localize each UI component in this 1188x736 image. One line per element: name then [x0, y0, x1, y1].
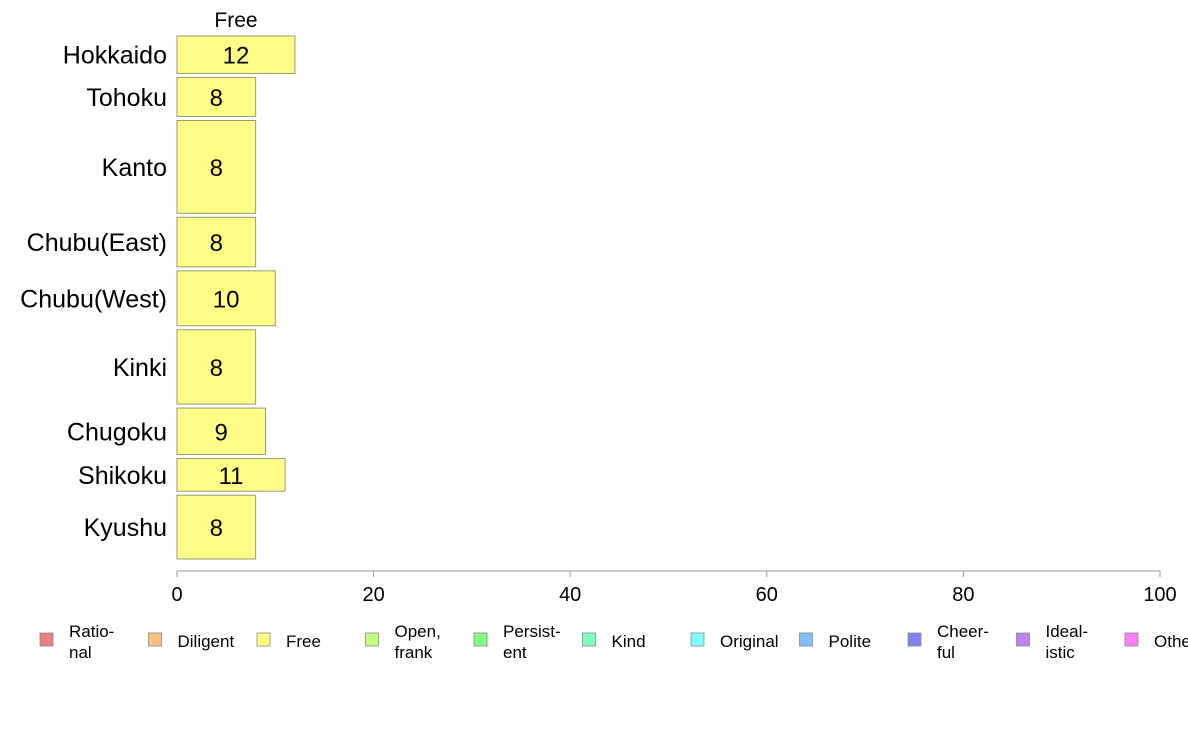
- bar: [176, 76, 257, 117]
- data-label: 8: [210, 230, 223, 257]
- data-label: 10: [213, 286, 240, 313]
- legend-swatch: [582, 632, 596, 647]
- category-label: Hokkaido: [63, 42, 167, 70]
- legend-label: Kind: [612, 632, 646, 651]
- legend-label: Original: [720, 632, 779, 651]
- legend-swatch: [256, 632, 271, 647]
- category-label: Kanto: [102, 154, 167, 182]
- x-tick-label: 40: [559, 584, 581, 606]
- legend-swatch: [473, 632, 488, 647]
- x-tick-label: 80: [952, 584, 974, 606]
- legend-label: Free: [286, 632, 321, 651]
- category-label: Kinki: [113, 354, 167, 382]
- bar: [176, 329, 257, 405]
- facet-title: Free: [214, 9, 257, 32]
- legend-swatch: [799, 632, 813, 647]
- bar: [176, 119, 257, 214]
- legend-swatch: [690, 632, 705, 647]
- category-label: Chubu(East): [27, 229, 167, 257]
- data-label: 12: [223, 43, 250, 70]
- category-label: Chugoku: [67, 418, 167, 446]
- data-label: 8: [210, 515, 223, 542]
- data-label: 11: [219, 463, 244, 490]
- category-label: Kyushu: [84, 514, 167, 542]
- legend-swatch: [148, 632, 162, 647]
- legend-label: Others: [1154, 632, 1188, 651]
- legend-swatch: [1016, 632, 1030, 647]
- legend-label: Persist-: [503, 622, 561, 641]
- legend-label: Open,: [395, 622, 441, 641]
- category-label: Chubu(West): [20, 285, 167, 313]
- bar: [176, 494, 257, 560]
- legend-label: Cheer-: [937, 622, 989, 641]
- bar: [176, 407, 266, 455]
- legend-label: istic: [1046, 643, 1076, 662]
- x-tick-label: 0: [171, 584, 182, 606]
- legend-label: nal: [69, 643, 92, 662]
- legend-label: ent: [503, 643, 527, 662]
- legend-swatch: [39, 632, 54, 647]
- bar: [176, 457, 286, 492]
- legend-label: ful: [937, 643, 955, 662]
- bar: [176, 270, 276, 327]
- data-label: 9: [215, 419, 228, 446]
- category-label: Shikoku: [78, 462, 167, 490]
- data-label: 8: [210, 155, 223, 182]
- legend-label: Ideal-: [1046, 622, 1089, 641]
- data-label: 8: [210, 85, 223, 112]
- legend-swatch: [1124, 632, 1139, 647]
- x-tick-label: 100: [1143, 584, 1176, 606]
- legend-swatch: [907, 632, 922, 647]
- legend-label: Polite: [829, 632, 872, 651]
- bar: [176, 35, 296, 74]
- category-label: Tohoku: [86, 84, 167, 112]
- legend-label: Diligent: [178, 632, 235, 651]
- x-tick-label: 60: [756, 584, 778, 606]
- data-label: 8: [210, 355, 223, 382]
- x-tick-label: 20: [362, 584, 384, 606]
- legend-label: frank: [395, 643, 433, 662]
- legend-label: Ratio-: [69, 622, 114, 641]
- legend-swatch: [365, 632, 379, 647]
- bar: [176, 216, 257, 268]
